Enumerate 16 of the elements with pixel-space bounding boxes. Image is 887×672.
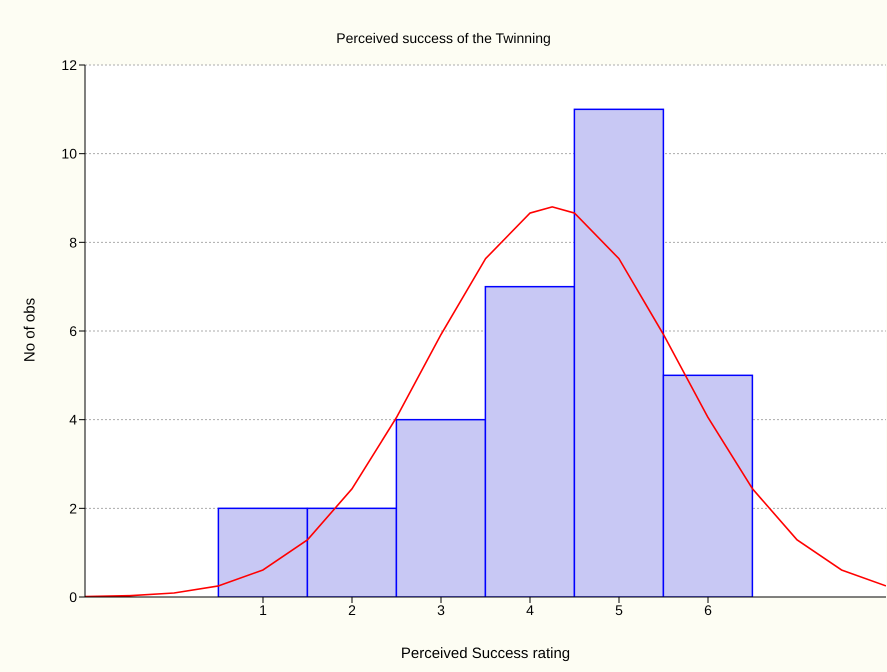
x-axis-title: Perceived Success rating bbox=[400, 645, 572, 662]
y-tick-label: 12 bbox=[61, 56, 78, 73]
y-tick-label: 6 bbox=[69, 322, 78, 339]
x-tick-label: 6 bbox=[704, 602, 712, 618]
y-tick-label: 2 bbox=[69, 500, 78, 516]
x-tick-label: 5 bbox=[615, 602, 624, 618]
y-tick-label: 8 bbox=[69, 234, 78, 250]
x-tick-label: 1 bbox=[259, 602, 268, 618]
y-tick-label: 0 bbox=[69, 588, 78, 605]
y-axis-title: No of obs bbox=[22, 298, 38, 362]
x-tick-label: 3 bbox=[437, 602, 446, 618]
y-tick-label: 4 bbox=[69, 412, 78, 428]
x-tick-label: 4 bbox=[526, 602, 534, 618]
y-tick-label: 10 bbox=[61, 146, 78, 162]
chart-title: Perceived success of the Twinning bbox=[335, 30, 552, 46]
x-tick-label: 2 bbox=[348, 602, 356, 618]
